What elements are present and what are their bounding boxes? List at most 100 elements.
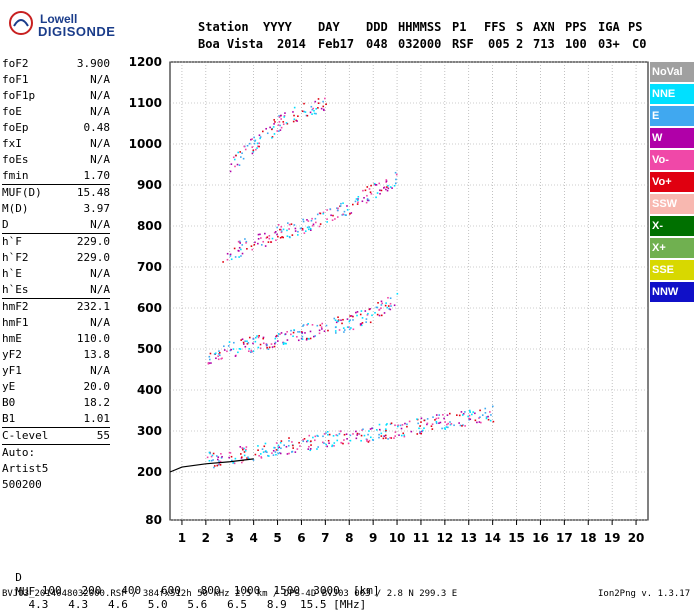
echo-point [343, 210, 346, 213]
echo-point [324, 97, 326, 100]
param-row: fxI N/A [2, 136, 110, 152]
y-tick-label: 80 [145, 513, 162, 527]
echo-point [311, 113, 313, 115]
echo-point [217, 358, 220, 361]
echo-point [383, 435, 386, 438]
echo-point [342, 327, 345, 329]
echo-point [271, 128, 273, 131]
echo-point [233, 158, 236, 161]
echo-point [371, 438, 374, 441]
echo-point [371, 427, 373, 430]
echo-point [244, 345, 247, 348]
echo-point [325, 432, 327, 434]
echo-point [244, 148, 247, 151]
echo-point [416, 418, 419, 421]
echo-point [241, 338, 244, 341]
echo-point [269, 126, 271, 129]
echo-point [235, 354, 237, 357]
echo-point [262, 240, 265, 243]
echo-point [346, 209, 349, 211]
echo-point [384, 428, 387, 430]
legend-item-e: E [650, 106, 694, 126]
echo-point [431, 423, 434, 425]
echo-point [266, 344, 268, 346]
echo-point [374, 311, 376, 314]
echo-point [243, 145, 246, 148]
echo-point [352, 203, 354, 206]
echo-point [385, 429, 387, 432]
footer-d-values: 100 200 400 600 800 1000 1500 3000 [km] [15, 584, 380, 597]
echo-point [384, 430, 387, 433]
echo-point [251, 351, 253, 353]
echo-point [316, 434, 318, 437]
echo-point [243, 451, 246, 453]
echo-point [219, 354, 221, 357]
header-year-label: YYYY [263, 20, 292, 34]
echo-point [244, 238, 246, 240]
echo-point [241, 252, 244, 255]
echo-point [380, 435, 383, 437]
echo-point [247, 456, 249, 459]
echo-point [217, 355, 219, 358]
echo-point [246, 248, 248, 250]
echo-point [362, 428, 364, 431]
echo-point [286, 229, 288, 232]
echo-point [342, 213, 344, 216]
echo-point [313, 112, 316, 115]
param-row: D N/A [2, 217, 110, 234]
param-label: yF1 [2, 364, 22, 377]
echo-point [262, 130, 264, 133]
echo-point [394, 431, 397, 433]
echo-point [293, 114, 295, 117]
echo-point [312, 335, 315, 338]
echo-point [421, 430, 423, 433]
echo-point [379, 192, 381, 195]
echo-point [368, 308, 371, 311]
echo-point [242, 157, 245, 160]
echo-point [257, 445, 259, 447]
echo-point [361, 200, 364, 203]
header-p1-value: RSF [452, 37, 474, 51]
echo-point [349, 213, 351, 215]
echo-point [314, 100, 317, 103]
echo-point [216, 458, 219, 461]
echo-point [275, 453, 277, 456]
echo-point [276, 233, 278, 236]
echo-point [221, 357, 223, 360]
echo-point [252, 149, 255, 152]
echo-point [484, 412, 487, 414]
profile-curve [169, 458, 254, 473]
echo-point [258, 145, 260, 148]
echo-point [290, 333, 292, 336]
echo-point [336, 209, 339, 212]
echo-point [215, 455, 218, 457]
echo-point [245, 240, 248, 243]
y-tick-label: 200 [137, 465, 162, 479]
echo-point [288, 452, 290, 455]
echo-point [207, 362, 210, 364]
echo-point [289, 236, 291, 239]
echo-point [467, 415, 469, 418]
echo-point [319, 223, 322, 225]
echo-point [251, 138, 253, 140]
echo-point [423, 427, 425, 430]
echo-point [391, 187, 393, 189]
x-tick-label: 8 [345, 531, 353, 545]
echo-point [388, 308, 390, 310]
echo-point [366, 440, 368, 442]
echo-point [248, 336, 251, 339]
echo-point [242, 343, 245, 345]
echo-point [332, 214, 334, 217]
echo-point [309, 227, 312, 230]
echo-point [282, 228, 285, 231]
param-row: yE 20.0 [2, 379, 110, 395]
echo-point [312, 436, 314, 439]
echo-point [253, 142, 256, 145]
echo-point [368, 188, 371, 190]
echo-point [308, 226, 311, 228]
echo-point [375, 196, 377, 199]
echo-point [307, 323, 309, 325]
echo-point [380, 314, 383, 317]
echo-point [279, 114, 282, 117]
param-label: fxI [2, 137, 22, 150]
